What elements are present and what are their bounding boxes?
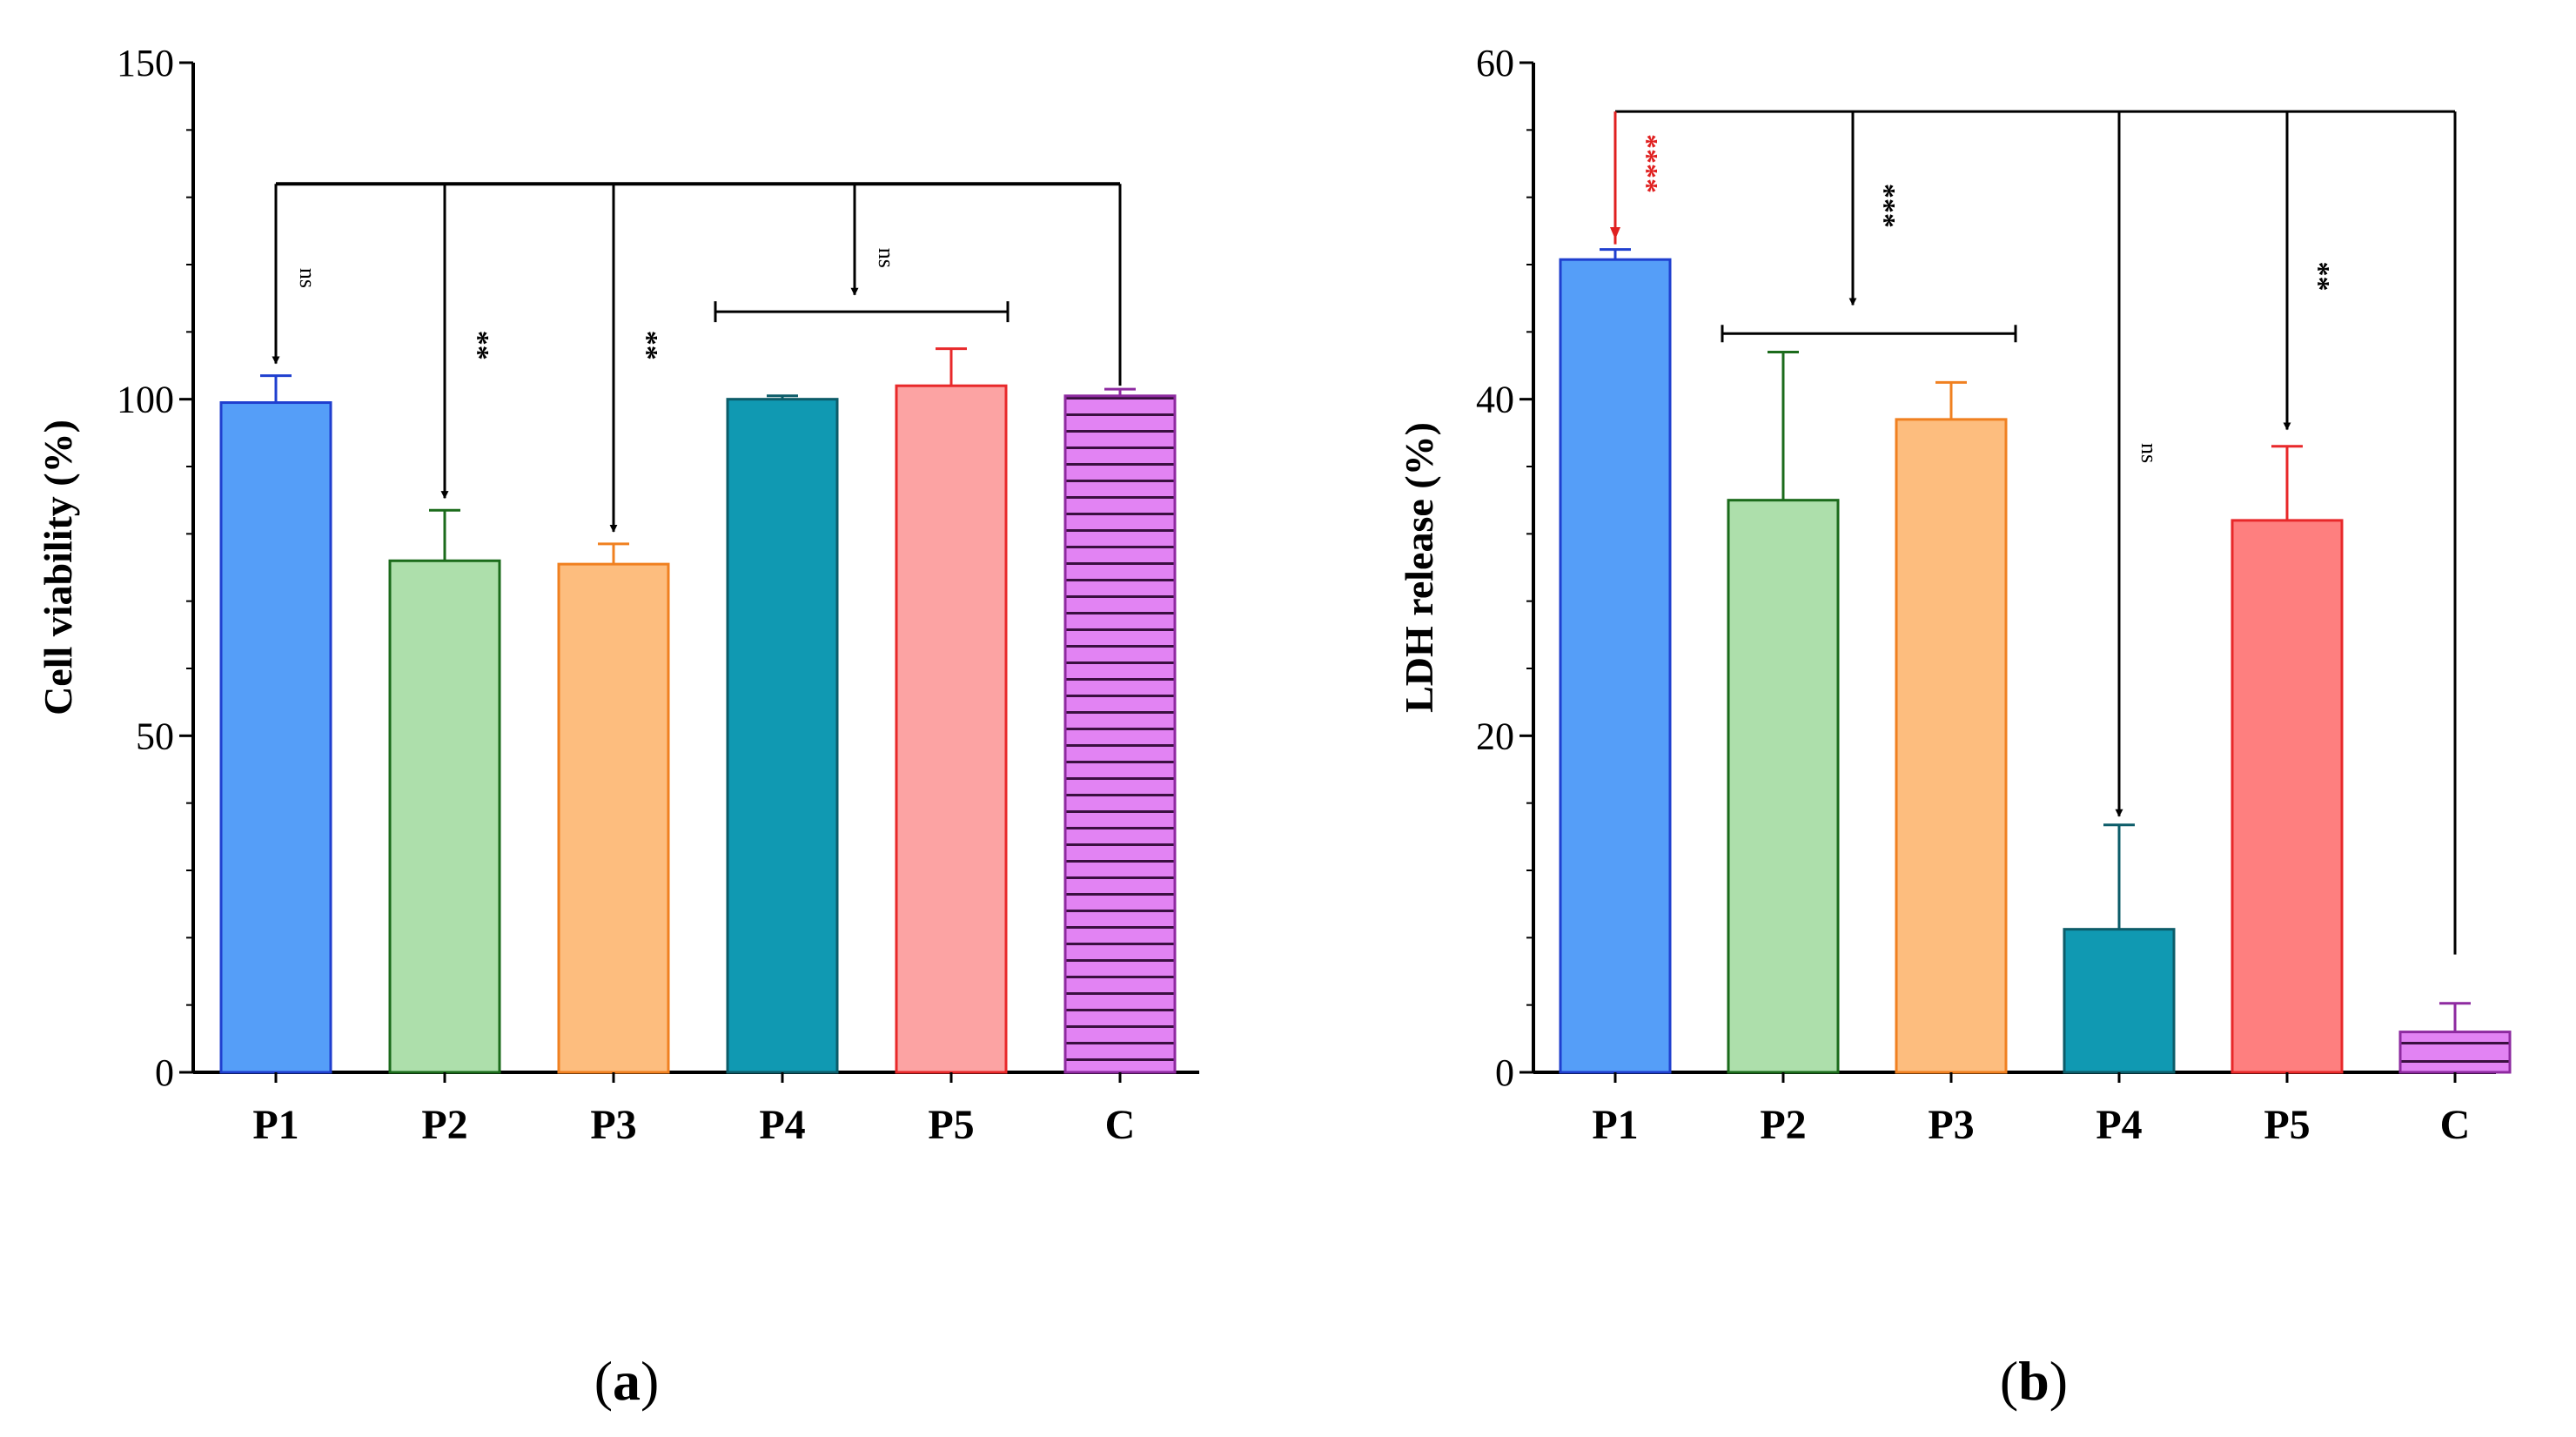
panel-b-bar-p2 [1727,499,1840,1074]
panel-a-bar-p5 [895,384,1008,1074]
panel-b-y-tick-label: 0 [1495,1051,1514,1094]
panel-b-sig-label-p5: ** [2303,262,2335,292]
panel-b-category-label-p3: P3 [1928,1102,1974,1148]
panel-a-category-label-p5: P5 [928,1102,974,1148]
panel-a-bar-p3 [557,562,670,1074]
panel-a-y-axis-title: Cell viability (%) [36,420,80,715]
panel-a-bar-p4 [726,398,839,1074]
panel-b-category-label-p5: P5 [2264,1102,2310,1148]
panel-b-bar-p3 [1895,418,2008,1074]
panel-b-category-label-p1: P1 [1592,1102,1638,1148]
panel-a-bar-p2 [388,559,501,1074]
panel-b-arrowhead-p1 [1610,227,1620,239]
panel-a-category-label-p3: P3 [590,1102,636,1148]
panel-b-category-label-p4: P4 [2096,1102,2142,1148]
panel-a-category-label-p2: P2 [421,1102,467,1148]
panel-b-sig-label-p4: ns [2137,443,2162,463]
panel-a-y-tick-label: 100 [117,379,174,421]
panel-b-letter: b [2018,1350,2049,1412]
panel-a-category-label-p4: P4 [759,1102,805,1148]
panel-a-bar-p1 [219,401,332,1074]
panel-a-sig-label-p3: ** [631,331,663,360]
panel-a-label: (a) [594,1350,660,1412]
panel-b-label: (b) [2000,1350,2068,1412]
panel-b-bar-p1 [1559,258,1672,1074]
panel-b-y-tick-label: 20 [1476,715,1514,757]
panel-b-sig-label-p2-p3: *** [1868,184,1901,228]
panel-b-sig-label-p1: **** [1631,134,1663,193]
panel-a-y-tick-label: 50 [136,715,174,757]
panel-a-bar-c [1063,394,1177,1074]
panel-a-chart: 0 50 100 150 Cell viability (%) P1 P2 P3 P4 P5 Cns… [36,42,1199,1148]
panel-b-y-tick-label: 40 [1476,379,1514,421]
panel-a-category-label-c: C [1105,1102,1136,1148]
panel-a-y-tick-label: 150 [117,42,174,84]
panel-a-letter: a [613,1350,641,1412]
panel-b-y-tick-label: 60 [1476,42,1514,84]
panel-b-bar-c [2398,1031,2512,1074]
panel-b-category-label-c: C [2440,1102,2471,1148]
panel-b-category-label-p2: P2 [1760,1102,1806,1148]
panel-b-bar-p4 [2063,928,2176,1074]
panel-a-sig-label-p1: ns [295,268,320,288]
panel-a-category-label-p1: P1 [252,1102,299,1148]
panel-a-sig-label-p2: ** [462,331,494,360]
panel-a-y-tick-label: 0 [155,1051,174,1094]
panel-b-y-axis-title: LDH release (%) [1397,422,1441,713]
panel-b-bar-p5 [2231,519,2344,1074]
panel-a-sig-label-p4-p5: ns [874,248,899,268]
